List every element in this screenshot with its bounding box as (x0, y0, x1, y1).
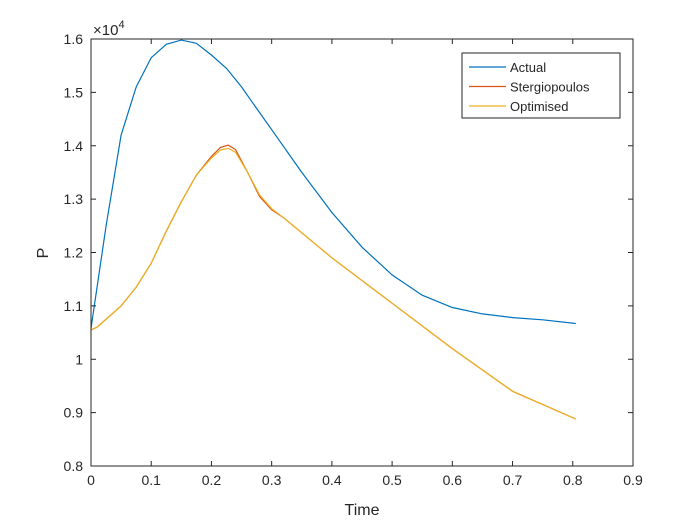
series-line-optimised (90, 147, 577, 420)
series-line-actual (90, 39, 576, 329)
legend-label-optimised: Optimised (510, 99, 569, 114)
x-tick-label: 0 (87, 472, 95, 488)
y-tick-label: 1.6 (64, 31, 84, 47)
x-tick-label: 0.5 (382, 472, 402, 488)
y-tick-label: 1 (75, 351, 83, 367)
y-exponent-label: ×104 (93, 19, 125, 39)
y-tick-label: 1.4 (64, 138, 84, 154)
x-tick-label: 0.7 (503, 472, 523, 488)
x-tick-label: 0.1 (141, 472, 161, 488)
y-tick-label: 0.8 (64, 458, 84, 474)
y-axis-label: P (35, 248, 52, 259)
legend-box (461, 52, 621, 119)
x-tick-label: 0.3 (262, 472, 282, 488)
x-tick-label: 0.6 (443, 472, 463, 488)
x-tick-label: 0.4 (322, 472, 342, 488)
y-tick-label: 1.1 (64, 298, 84, 314)
y-tick-label: 1.5 (64, 84, 84, 100)
y-tick-label: 1.3 (64, 191, 84, 207)
x-tick-label: 0.2 (202, 472, 222, 488)
y-tick-label: 0.9 (64, 405, 84, 421)
legend: Actual Stergiopoulos Optimised (461, 52, 621, 119)
y-tick-label: 1.2 (64, 245, 84, 261)
x-tick-label: 0.9 (623, 472, 643, 488)
x-tick-label: 0.8 (563, 472, 583, 488)
legend-label-stergiopoulos: Stergiopoulos (510, 80, 590, 95)
x-axis-label: Time (345, 502, 380, 519)
legend-label-actual: Actual (510, 60, 546, 75)
